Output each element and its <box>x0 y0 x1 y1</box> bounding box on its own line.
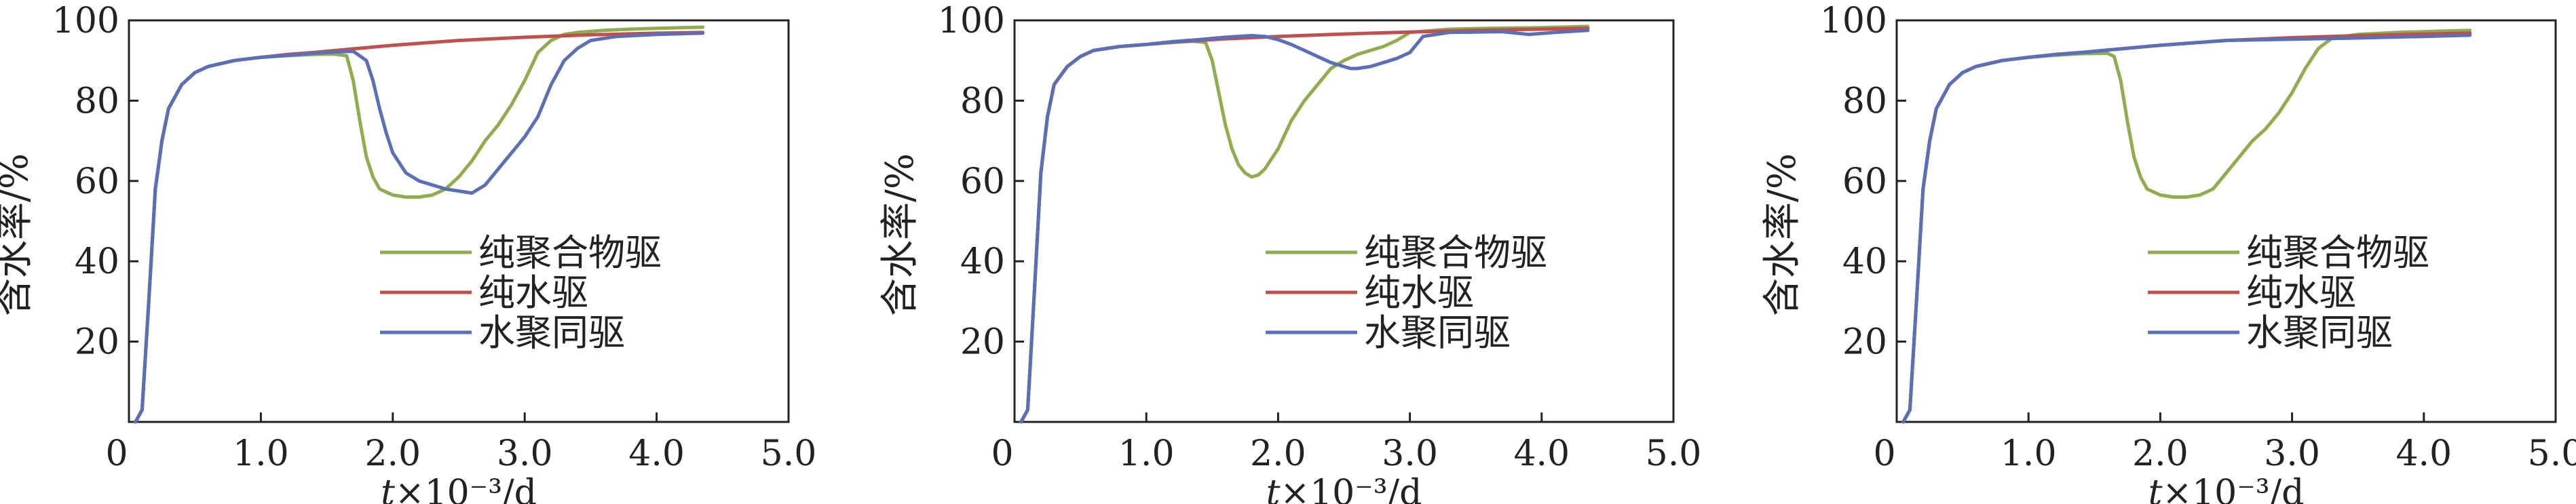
x-tick-label: 5.0 <box>761 433 817 474</box>
legend-label: 纯水驱 <box>1364 271 1474 314</box>
y-tick-label: 20 <box>960 322 1005 363</box>
legend-label: 纯聚合物驱 <box>2246 231 2429 274</box>
series-line-water <box>134 31 705 424</box>
x-tick-label: 4.0 <box>1513 433 1570 474</box>
legend-label: 纯聚合物驱 <box>1364 231 1547 274</box>
legend-label: 纯水驱 <box>478 271 588 314</box>
y-tick-label: 40 <box>1842 241 1887 282</box>
y-tick-label: 80 <box>1842 81 1887 121</box>
y-tick-label: 40 <box>960 241 1005 282</box>
legend-label: 纯聚合物驱 <box>478 231 662 274</box>
y-tick-label: 20 <box>75 322 119 363</box>
x-tick-label: 4.0 <box>2395 433 2452 474</box>
x-axis-title: t×10⁻³/d <box>2148 473 2305 504</box>
chart-panel-3: 0 1.0 2.0 3.0 4.0 5.0 20 40 60 80 100 t×10⁻³/d 含水率/%… <box>1760 1 2576 504</box>
series-line-mixed <box>1901 33 2472 424</box>
y-tick-label: 60 <box>960 161 1005 202</box>
series-line-poly <box>134 25 705 424</box>
y-tick-label: 80 <box>75 81 119 121</box>
y-tick-label: 80 <box>960 81 1005 121</box>
series-line-poly <box>1019 24 1590 424</box>
x-tick-label: 1.0 <box>1118 433 1175 474</box>
y-axis-title: 含水率/% <box>0 153 37 316</box>
legend-label: 水聚同驱 <box>478 311 625 354</box>
y-tick-label: 100 <box>1820 1 1887 41</box>
x-tick-label: 5.0 <box>1646 433 1702 474</box>
x-tick-label: 3.0 <box>497 433 553 474</box>
series-line-water <box>1901 31 2472 424</box>
x-tick-label: 5.0 <box>2528 433 2576 474</box>
x-tick-label: 3.0 <box>1382 433 1438 474</box>
series-line-poly <box>1901 28 2472 424</box>
x-tick-label: 3.0 <box>2264 433 2320 474</box>
x-tick-label: 0 <box>991 433 1013 474</box>
plot-frame <box>128 19 790 423</box>
series-line-mixed <box>1019 28 1590 424</box>
y-tick-label: 20 <box>1842 322 1887 363</box>
plot-frame <box>1895 19 2557 423</box>
x-tick-label: 0 <box>105 433 128 474</box>
y-tick-label: 60 <box>1842 161 1887 202</box>
y-tick-label: 60 <box>75 161 119 202</box>
x-tick-label: 1.0 <box>233 433 289 474</box>
x-axis-title: t×10⁻³/d <box>381 473 537 504</box>
legend-label: 水聚同驱 <box>1364 311 1511 354</box>
y-axis-title: 含水率/% <box>878 153 922 316</box>
y-tick-label: 100 <box>938 1 1005 41</box>
chart-panel-2: 0 1.0 2.0 3.0 4.0 5.0 20 40 60 80 100 t×10⁻³/d 含水率/%… <box>878 1 1701 504</box>
legend-label: 纯水驱 <box>2246 271 2356 314</box>
y-tick-label: 100 <box>52 1 119 41</box>
x-tick-label: 1.0 <box>2001 433 2057 474</box>
series-line-water <box>1019 26 1590 424</box>
y-tick-label: 40 <box>75 241 119 282</box>
x-tick-label: 0 <box>1873 433 1895 474</box>
x-tick-label: 4.0 <box>628 433 685 474</box>
plot-frame <box>1013 19 1675 423</box>
y-axis-title: 含水率/% <box>1760 153 1804 316</box>
x-axis-title: t×10⁻³/d <box>1266 473 1422 504</box>
chart-panel-1: 0 1.0 2.0 3.0 4.0 5.0 20 40 60 80 100 t×10⁻³/d 含水率/%… <box>0 1 816 504</box>
legend-label: 水聚同驱 <box>2246 311 2393 354</box>
series-line-mixed <box>134 31 705 424</box>
x-tick-label: 2.0 <box>364 433 421 474</box>
x-tick-label: 2.0 <box>1250 433 1306 474</box>
x-tick-label: 2.0 <box>2132 433 2189 474</box>
